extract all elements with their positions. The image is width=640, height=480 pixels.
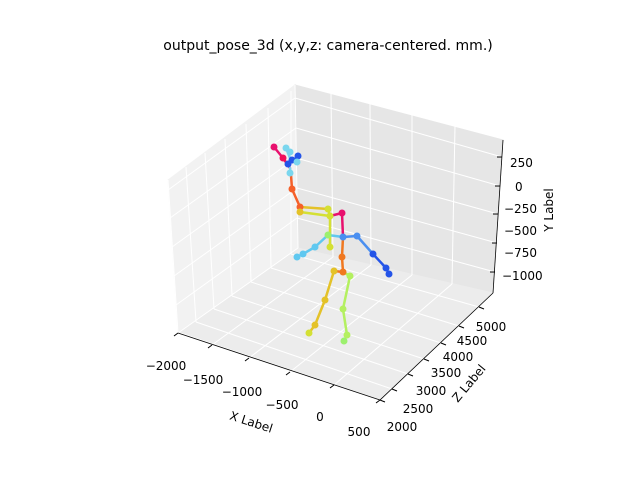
bone bbox=[313, 298, 327, 327]
x-tick-label: 500 bbox=[348, 425, 371, 439]
joint bbox=[296, 208, 304, 216]
z-tick-label: 4000 bbox=[443, 350, 474, 364]
joint bbox=[338, 209, 346, 217]
x-tick-label: −1000 bbox=[222, 385, 263, 399]
bone bbox=[341, 307, 349, 337]
y-tick-label: −250 bbox=[504, 202, 537, 216]
joint bbox=[330, 267, 338, 275]
joint bbox=[311, 243, 319, 251]
joint bbox=[382, 264, 390, 272]
bone bbox=[355, 234, 375, 256]
joint bbox=[324, 231, 332, 239]
joint bbox=[294, 152, 302, 160]
chart-title: output_pose_3d (x,y,z: camera-centered. … bbox=[163, 38, 492, 54]
y-tick-label: −750 bbox=[504, 246, 537, 260]
bone bbox=[341, 274, 352, 311]
z-tick-label: 2500 bbox=[403, 402, 434, 416]
joint bbox=[326, 243, 334, 251]
y-tick-label: 0 bbox=[515, 180, 523, 194]
joint bbox=[284, 160, 292, 168]
y-axis-label: Y Label bbox=[542, 188, 556, 233]
joint bbox=[288, 185, 296, 193]
y-tick-label: −1000 bbox=[502, 269, 543, 283]
joint bbox=[305, 329, 313, 337]
y-tick-label: 250 bbox=[510, 156, 533, 170]
z-tick-label: 3500 bbox=[431, 366, 462, 380]
bone bbox=[323, 269, 336, 302]
joint bbox=[286, 169, 294, 177]
joint bbox=[299, 250, 307, 258]
y-axis-ticks: 250 0 −250 −500 −750 −1000 Y Label bbox=[490, 156, 556, 283]
bone bbox=[340, 211, 345, 239]
joint bbox=[338, 253, 346, 261]
joint bbox=[293, 253, 301, 261]
joint bbox=[296, 203, 304, 211]
joint bbox=[346, 272, 354, 280]
joint bbox=[311, 321, 319, 329]
joint bbox=[340, 337, 348, 345]
skeleton-joints bbox=[270, 143, 393, 345]
joint bbox=[279, 154, 287, 162]
joint bbox=[353, 232, 361, 240]
joint bbox=[385, 270, 393, 278]
x-tick-label: −500 bbox=[266, 398, 299, 412]
z-tick-label: 2000 bbox=[387, 420, 418, 434]
bone bbox=[298, 210, 332, 218]
x-tick-label: 0 bbox=[316, 410, 324, 424]
z-tick-label: 4500 bbox=[457, 334, 488, 348]
joint bbox=[339, 233, 347, 241]
joint bbox=[369, 250, 377, 258]
x-tick-label: −1500 bbox=[183, 373, 224, 387]
joint bbox=[339, 268, 347, 276]
z-tick-label: 3000 bbox=[416, 384, 447, 398]
joint bbox=[270, 143, 278, 151]
joint bbox=[293, 158, 301, 166]
x-axis-label: X Label bbox=[228, 409, 275, 436]
joint bbox=[326, 212, 334, 220]
axis-lines bbox=[177, 139, 504, 401]
z-tick-label: 5000 bbox=[476, 320, 507, 334]
joint bbox=[321, 296, 329, 304]
x-tick-label: −2000 bbox=[146, 359, 187, 373]
joint bbox=[324, 205, 332, 213]
y-tick-label: −500 bbox=[504, 224, 537, 238]
joint bbox=[339, 305, 347, 313]
joint bbox=[343, 331, 351, 339]
bone bbox=[298, 205, 330, 211]
joint bbox=[286, 148, 294, 156]
